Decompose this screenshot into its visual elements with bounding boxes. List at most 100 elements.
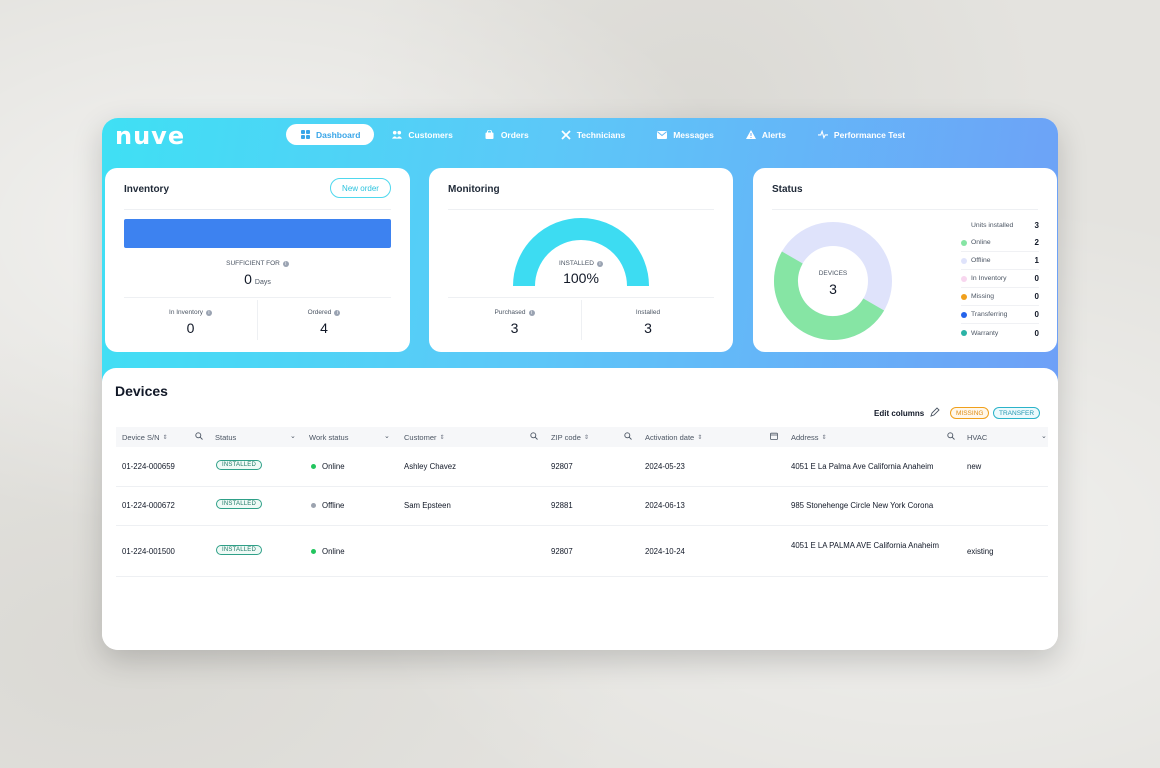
info-icon[interactable]: i <box>596 260 603 267</box>
edit-columns-label: Edit columns <box>874 408 925 418</box>
warning-icon <box>745 130 756 140</box>
devices-label: DEVICES <box>818 270 848 277</box>
ordered-text: Ordered <box>307 309 332 316</box>
nav-alerts[interactable]: Alerts <box>732 124 800 145</box>
grid-icon <box>300 130 310 140</box>
sufficient-for-text: SUFFICIENT FOR <box>226 260 280 267</box>
missing-tag[interactable]: MISSING <box>950 407 990 419</box>
customer-cell[interactable]: Ashley Chavez <box>404 462 457 471</box>
nav-performance-test[interactable]: Performance Test <box>804 124 919 145</box>
col-label: Activation date <box>645 432 695 442</box>
col-status[interactable]: Status <box>215 427 236 447</box>
zip-cell: 92807 <box>551 462 573 471</box>
status-badge: INSTALLED <box>216 499 263 509</box>
nav-messages[interactable]: Messages <box>643 124 728 145</box>
legend-label: Transferring <box>971 311 1008 318</box>
work-status-text: Online <box>322 462 345 471</box>
nav-label: Technicians <box>576 129 626 140</box>
legend-in-inventory: In Inventory 0 <box>961 270 1039 288</box>
nav-label: Orders <box>500 129 529 140</box>
col-label: Customer <box>404 432 437 442</box>
table-header: Device S/N ⇕ Status ⌄ Work status ⌄ Custo… <box>116 427 1048 447</box>
units-installed-label: Units installed <box>971 221 1014 229</box>
table-row[interactable]: 01-224-000672 INSTALLED Offline Sam Epst… <box>116 487 1048 526</box>
info-icon[interactable]: i <box>205 309 212 316</box>
nav-label: Messages <box>673 129 714 140</box>
device-sn[interactable]: 01-224-000659 <box>122 462 175 471</box>
work-status-cell: Online <box>311 462 345 471</box>
search-icon[interactable] <box>530 432 538 442</box>
col-address[interactable]: Address ⇕ <box>791 427 827 447</box>
nav-dashboard[interactable]: Dashboard <box>286 124 375 145</box>
ordered-value: 4 <box>320 320 328 336</box>
legend-value: 0 <box>1034 274 1039 283</box>
pulse-icon <box>817 130 828 140</box>
purchased-label: Purchased i <box>448 309 581 316</box>
installed-text: INSTALLED <box>559 260 594 267</box>
nav-label: Dashboard <box>316 129 361 140</box>
work-status-cell: Offline <box>311 501 344 510</box>
col-hvac[interactable]: HVAC <box>967 427 987 447</box>
legend-label: Offline <box>971 257 991 264</box>
col-activation-date[interactable]: Activation date ⇕ <box>645 427 702 447</box>
status-dot <box>311 503 316 508</box>
chevron-down-icon[interactable]: ⌄ <box>290 433 296 440</box>
col-zip-code[interactable]: ZIP code ⇕ <box>551 427 589 447</box>
monitoring-card: Monitoring INSTALLED i 100% Purchased i … <box>429 168 733 352</box>
nav-orders[interactable]: Orders <box>471 124 543 145</box>
installed-count-value: 3 <box>644 320 652 336</box>
search-icon[interactable] <box>624 432 632 442</box>
sufficient-days-unit: Days <box>254 279 271 286</box>
status-cell: INSTALLED <box>216 460 263 470</box>
nav-technicians[interactable]: Technicians <box>547 124 640 145</box>
legend-dot <box>961 330 967 336</box>
legend-dot <box>961 239 967 246</box>
col-customer[interactable]: Customer ⇕ <box>404 427 445 447</box>
address-cell: 4051 E La Palma Ave California Anaheim <box>791 462 934 471</box>
gauge-arc <box>513 218 649 287</box>
legend-warranty: Warranty 0 <box>961 324 1039 342</box>
info-icon[interactable]: i <box>334 309 341 316</box>
new-order-button[interactable]: New order <box>330 178 391 198</box>
device-sn[interactable]: 01-224-000672 <box>122 501 175 510</box>
col-work-status[interactable]: Work status <box>309 427 348 447</box>
search-icon[interactable] <box>947 432 955 442</box>
date-cell: 2024-06-13 <box>645 501 685 510</box>
info-icon[interactable]: i <box>528 309 535 316</box>
mail-icon <box>657 130 668 140</box>
table-row[interactable]: 01-224-001500 INSTALLED Online 92807 202… <box>116 526 1048 577</box>
zip-cell: 92881 <box>551 501 573 510</box>
col-label: Status <box>215 432 237 442</box>
nav-customers[interactable]: Customers <box>378 124 466 145</box>
status-dot <box>311 464 316 469</box>
status-cell: INSTALLED <box>216 499 263 509</box>
nav-label: Customers <box>408 129 453 140</box>
in-inventory-value: 0 <box>186 320 195 336</box>
sort-icon: ⇕ <box>697 434 703 441</box>
col-device-sn[interactable]: Device S/N ⇕ <box>122 427 168 447</box>
nuve-logo[interactable]: nuve <box>115 122 186 150</box>
customer-cell[interactable]: Sam Epsteen <box>404 501 451 510</box>
status-badge: INSTALLED <box>216 460 263 470</box>
donut-online-segment <box>774 251 885 340</box>
search-icon[interactable] <box>195 432 203 442</box>
chevron-down-icon[interactable]: ⌄ <box>1041 433 1047 440</box>
sort-icon: ⇕ <box>439 434 445 441</box>
units-installed-row: Units installed 3 <box>961 216 1039 234</box>
inventory-card: Inventory New order SUFFICIENT FOR i 0 D… <box>105 168 410 352</box>
table-row[interactable]: 01-224-000659 INSTALLED Online Ashley Ch… <box>116 448 1048 487</box>
status-donut <box>774 222 892 340</box>
chevron-down-icon[interactable]: ⌄ <box>384 433 390 440</box>
legend-transferring: Transferring 0 <box>961 306 1039 324</box>
sufficient-days-number: 0 <box>244 271 252 287</box>
device-sn[interactable]: 01-224-001500 <box>122 547 175 556</box>
address-cell: 985 Stonehenge Circle New York Corona <box>791 501 934 510</box>
address-cell: 4051 E LA PALMA AVE California Anaheim <box>791 541 939 550</box>
transfer-tag[interactable]: TRANSFER <box>993 407 1041 419</box>
edit-columns-button[interactable]: Edit columns <box>874 407 940 419</box>
inventory-bar <box>124 219 391 248</box>
date-cell: 2024-10-24 <box>645 547 685 556</box>
legend-label: In Inventory <box>971 275 1007 282</box>
info-icon[interactable]: i <box>282 260 289 267</box>
calendar-icon[interactable] <box>770 432 778 442</box>
